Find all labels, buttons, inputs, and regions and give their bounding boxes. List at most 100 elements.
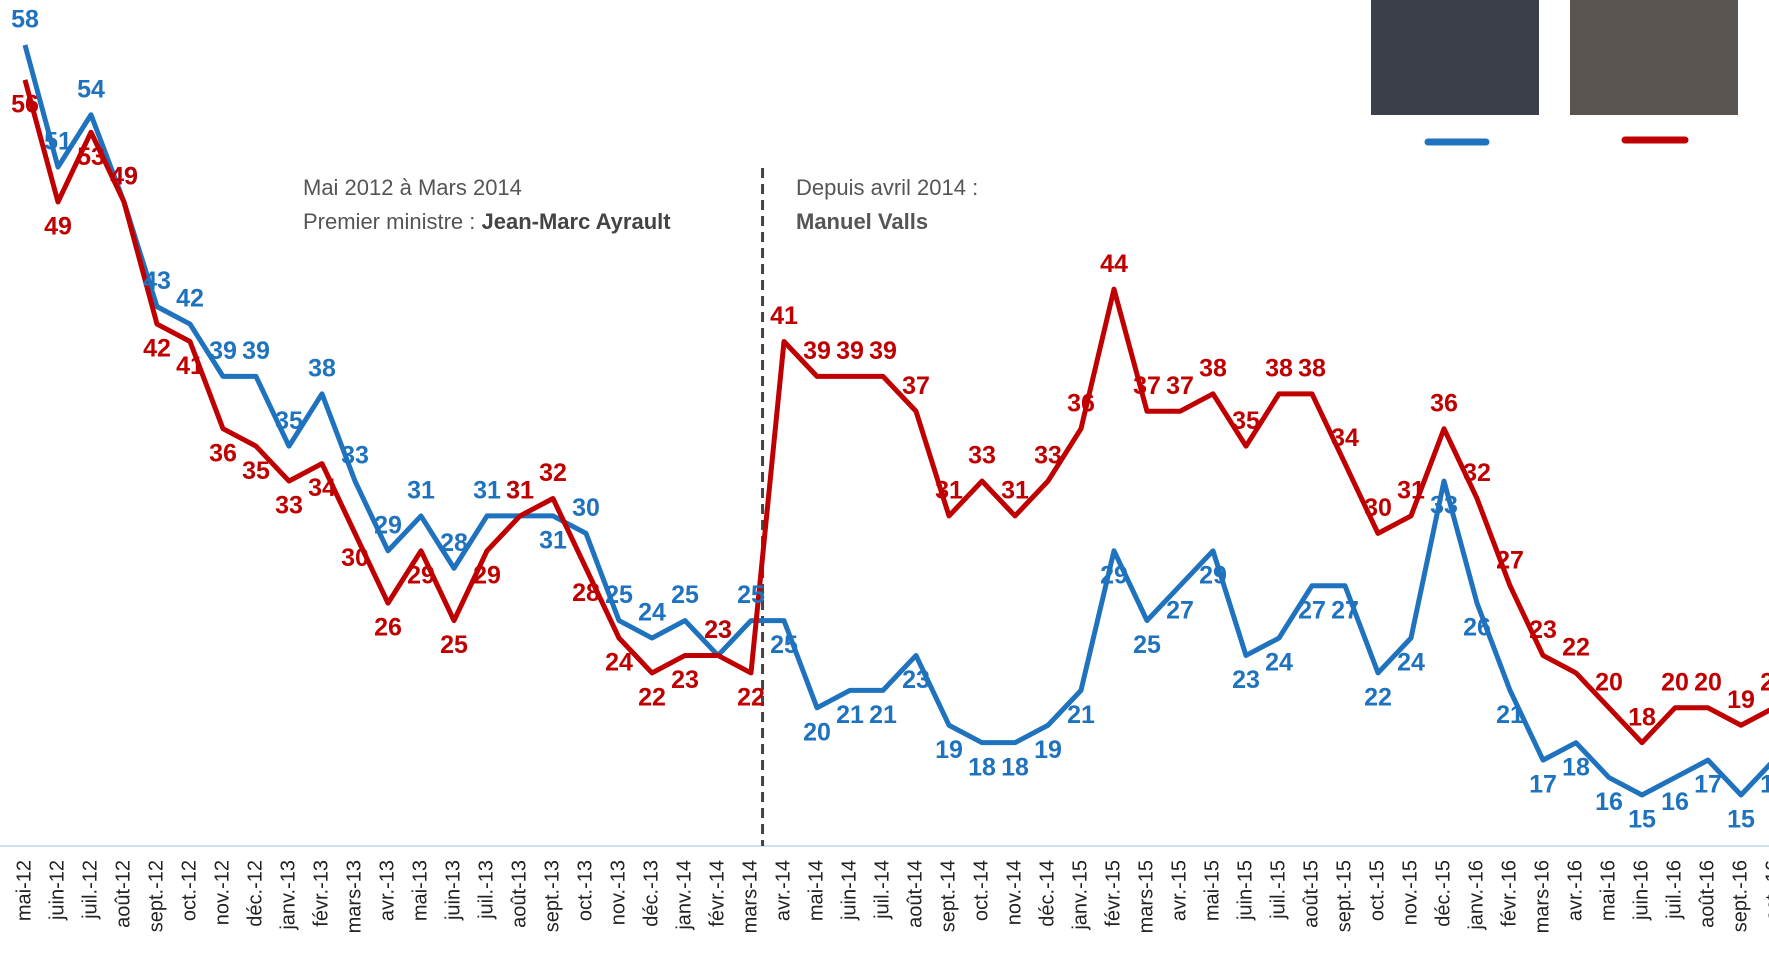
x-tick-label: févr.-16 <box>1498 860 1520 927</box>
annotation: Mai 2012 à Mars 2014 <box>303 175 522 200</box>
data-label: 38 <box>1199 354 1227 382</box>
data-label: 51 <box>44 128 72 156</box>
data-label: 33 <box>341 442 369 470</box>
data-label: 22 <box>1562 634 1590 662</box>
x-tick-label: oct.-14 <box>970 860 992 921</box>
data-label: 15 <box>1727 806 1755 834</box>
annotation: Premier ministre : Jean-Marc Ayrault <box>303 209 671 234</box>
data-label: 18 <box>968 753 996 781</box>
data-label: 21 <box>1496 701 1524 729</box>
x-tick-label: déc.-15 <box>1432 860 1454 927</box>
data-label: 39 <box>869 337 897 365</box>
data-label: 39 <box>242 337 270 365</box>
data-label: 23 <box>1232 666 1260 694</box>
data-label: 25 <box>770 631 798 659</box>
x-tick-label: févr.-14 <box>706 860 728 927</box>
x-tick-label: sept.-15 <box>1333 860 1355 932</box>
data-label: 58 <box>11 6 39 34</box>
x-tick-label: sept.-12 <box>145 860 167 932</box>
x-tick-label: août-15 <box>1300 860 1322 928</box>
data-label: 37 <box>1166 372 1194 400</box>
annotation: Jean-Marc Ayrault <box>481 209 671 234</box>
x-tick-label: févr.-13 <box>310 860 332 927</box>
x-tick-label: mai-13 <box>409 860 431 921</box>
data-label: 31 <box>473 477 501 505</box>
data-label: 21 <box>836 701 864 729</box>
data-label: 20 <box>1694 668 1722 696</box>
data-label: 19 <box>935 736 963 764</box>
annotation: Premier ministre : <box>303 209 481 234</box>
annotation: Depuis avril 2014 : <box>796 175 978 200</box>
data-label: 49 <box>110 163 138 191</box>
x-tick-label: sept.-16 <box>1729 860 1751 932</box>
data-label: 25 <box>671 581 699 609</box>
data-label: 32 <box>539 459 567 487</box>
data-label: 29 <box>1199 561 1227 589</box>
data-label: 25 <box>440 631 468 659</box>
data-label: 26 <box>374 614 402 642</box>
x-tick-label: mars-14 <box>739 860 761 933</box>
data-label: 39 <box>209 337 237 365</box>
data-label: 56 <box>11 90 39 118</box>
annotation: Manuel Valls <box>796 209 928 234</box>
x-tick-label: janv.-13 <box>277 860 299 931</box>
data-label: 30 <box>341 544 369 572</box>
data-label: 29 <box>407 561 435 589</box>
data-label: 31 <box>1001 477 1029 505</box>
data-label: 49 <box>44 213 72 241</box>
x-tick-label: sept.-13 <box>541 860 563 932</box>
data-label: 25 <box>605 581 633 609</box>
x-tick-label: nov.-14 <box>1003 860 1025 925</box>
data-label: 21 <box>1067 701 1095 729</box>
x-tick-label: août-14 <box>904 860 926 928</box>
data-label: 17 <box>1694 771 1722 799</box>
x-tick-label: mai-15 <box>1201 860 1223 921</box>
data-label: 28 <box>440 529 468 557</box>
x-tick-label: déc.-12 <box>244 860 266 927</box>
data-label: 31 <box>935 477 963 505</box>
data-label: 30 <box>1364 494 1392 522</box>
x-tick-label: août-12 <box>112 860 134 928</box>
x-tick-label: juil.-12 <box>79 860 101 920</box>
data-label: 39 <box>803 337 831 365</box>
data-label: 23 <box>704 616 732 644</box>
data-label: 41 <box>176 352 204 380</box>
data-label: 54 <box>77 75 105 103</box>
data-label: 53 <box>77 143 105 171</box>
x-tick-label: sept.-14 <box>937 860 959 932</box>
x-tick-label: déc.-13 <box>640 860 662 927</box>
x-tick-label: avr.-16 <box>1564 860 1586 921</box>
data-label: 35 <box>242 457 270 485</box>
data-label: 33 <box>968 442 996 470</box>
data-label: 20 <box>1661 668 1689 696</box>
data-label: 17 <box>1760 771 1769 799</box>
data-label: 17 <box>1529 771 1557 799</box>
data-label: 20 <box>1595 668 1623 696</box>
x-tick-label: juil.-16 <box>1663 860 1685 920</box>
data-label: 24 <box>1265 649 1293 677</box>
x-tick-label: août-13 <box>508 860 530 928</box>
data-label: 19 <box>1727 686 1755 714</box>
data-label: 31 <box>1397 477 1425 505</box>
x-tick-label: oct.-15 <box>1366 860 1388 921</box>
data-label: 27 <box>1298 596 1326 624</box>
data-label: 21 <box>869 701 897 729</box>
data-label: 23 <box>902 666 930 694</box>
data-label: 18 <box>1628 703 1656 731</box>
data-label: 32 <box>1463 459 1491 487</box>
photo-valls <box>1570 0 1738 115</box>
data-label: 34 <box>1331 424 1359 452</box>
data-label: 31 <box>506 477 534 505</box>
x-tick-label: avr.-15 <box>1168 860 1190 921</box>
data-label: 23 <box>671 666 699 694</box>
x-tick-label: oct.-16 <box>1762 860 1769 921</box>
x-tick-label: mai-14 <box>805 860 827 921</box>
data-label: 34 <box>308 474 336 502</box>
x-tick-label: janv.-14 <box>673 860 695 931</box>
data-label: 22 <box>638 684 666 712</box>
data-label: 35 <box>275 407 303 435</box>
x-tick-label: oct.-12 <box>178 860 200 921</box>
data-label: 24 <box>605 649 633 677</box>
data-label: 31 <box>539 527 567 555</box>
data-label: 22 <box>1364 684 1392 712</box>
